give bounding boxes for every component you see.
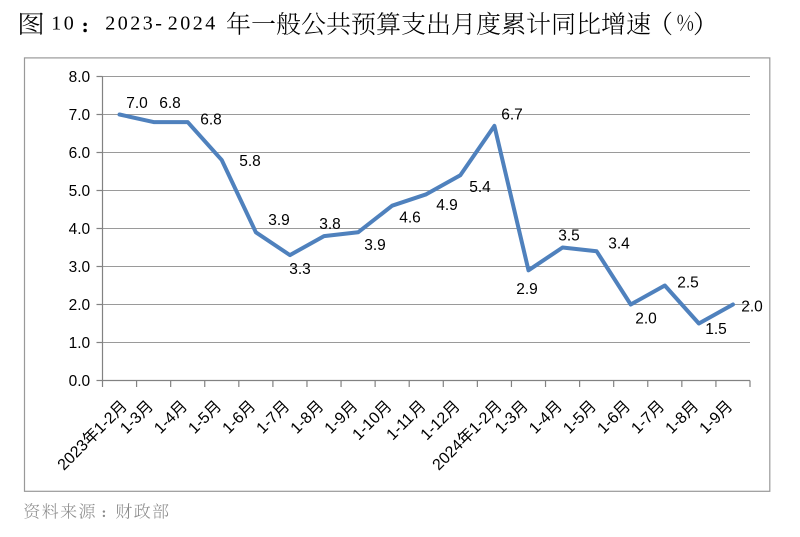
- svg-text:3.3: 3.3: [289, 261, 311, 278]
- svg-text:2.5: 2.5: [677, 275, 699, 292]
- svg-text:6.8: 6.8: [159, 95, 181, 112]
- svg-text:2.9: 2.9: [516, 281, 538, 298]
- svg-text:3.4: 3.4: [608, 236, 630, 253]
- svg-text:2.0: 2.0: [635, 311, 657, 328]
- svg-text:2.0: 2.0: [69, 297, 91, 314]
- svg-text:3.0: 3.0: [69, 259, 91, 276]
- svg-text:8.0: 8.0: [69, 69, 91, 86]
- svg-text:4.0: 4.0: [69, 221, 91, 238]
- svg-text:3.8: 3.8: [319, 216, 341, 233]
- svg-text:3.9: 3.9: [364, 237, 386, 254]
- svg-text:4.6: 4.6: [399, 210, 421, 227]
- svg-text:4.9: 4.9: [436, 197, 458, 214]
- svg-text:7.0: 7.0: [126, 95, 148, 112]
- svg-text:6.8: 6.8: [200, 112, 222, 129]
- svg-text:2023-2024: 2023-2024: [105, 13, 215, 35]
- svg-text:6.7: 6.7: [501, 107, 523, 124]
- svg-text:0.0: 0.0: [69, 373, 91, 390]
- svg-text:3.5: 3.5: [558, 228, 580, 245]
- svg-text:5.0: 5.0: [69, 183, 91, 200]
- svg-text:2.0: 2.0: [741, 299, 763, 316]
- svg-text:6.0: 6.0: [69, 145, 91, 162]
- svg-text:3.9: 3.9: [268, 212, 290, 229]
- svg-text:1.0: 1.0: [69, 335, 91, 352]
- svg-text:5.8: 5.8: [239, 153, 261, 170]
- svg-text:1.5: 1.5: [705, 321, 727, 338]
- svg-text:5.4: 5.4: [469, 179, 491, 196]
- svg-text:7.0: 7.0: [69, 107, 91, 124]
